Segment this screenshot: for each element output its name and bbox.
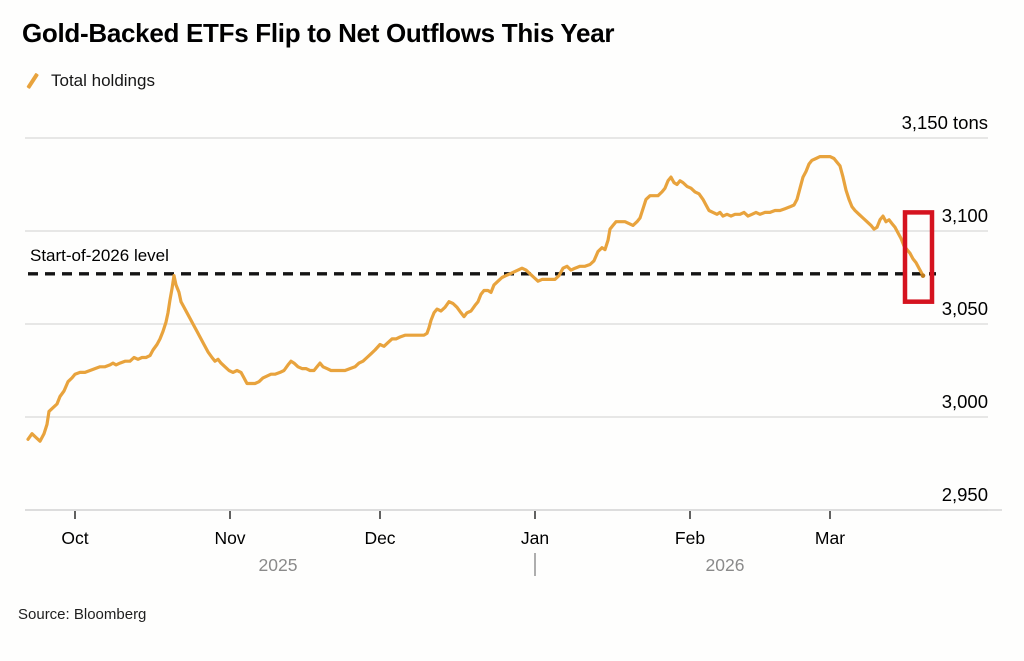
x-tick-label: Mar [815, 528, 845, 548]
y-tick-label: 2,950 [942, 484, 988, 505]
y-tick-label: 3,150 tons [902, 112, 988, 133]
y-tick-label: 3,000 [942, 391, 988, 412]
y-tick-label: 3,100 [942, 205, 988, 226]
legend: Total holdings [24, 71, 155, 91]
source-credit: Source: Bloomberg [18, 606, 147, 623]
series-line-total-holdings [26, 155, 925, 443]
x-tick-label: Dec [364, 528, 395, 548]
series-endpoint-dot [920, 273, 926, 278]
x-tick-label: Oct [61, 528, 88, 548]
chart-title: Gold-Backed ETFs Flip to Net Outflows Th… [22, 18, 615, 48]
y-tick-label: 3,050 [942, 298, 988, 319]
legend-label: Total holdings [51, 71, 155, 90]
x-tick-label: Jan [521, 528, 549, 548]
year-label: 2026 [706, 555, 745, 575]
x-tick-label: Feb [675, 528, 705, 548]
year-label: 2025 [259, 555, 298, 575]
highlight-red-box [902, 210, 935, 304]
x-tick-label: Nov [214, 528, 245, 548]
reference-line-label: Start-of-2026 level [30, 246, 169, 265]
